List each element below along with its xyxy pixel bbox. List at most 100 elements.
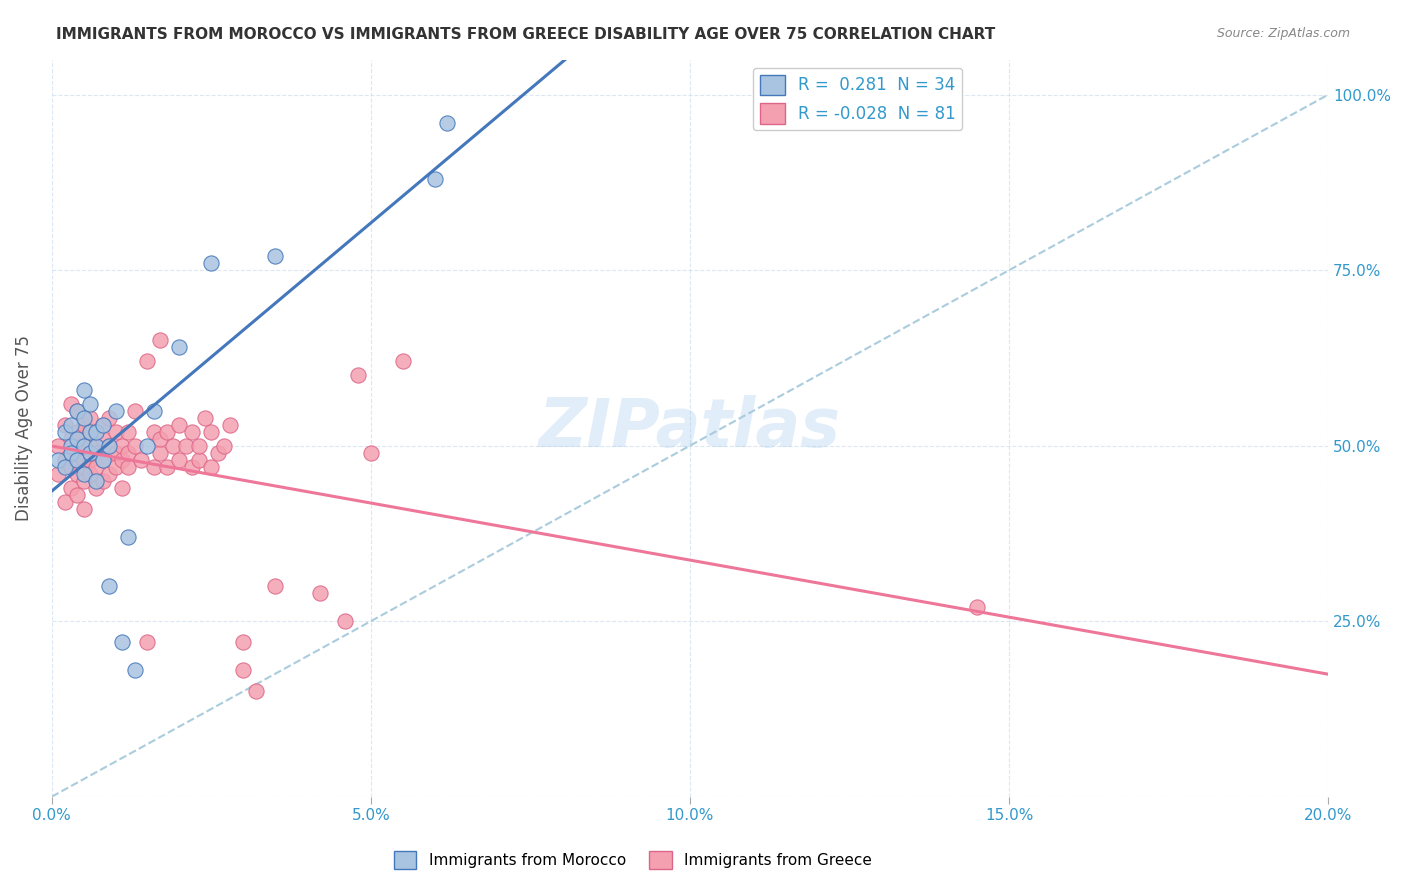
Point <box>66 403 89 417</box>
Point <box>136 439 159 453</box>
Point <box>73 474 96 488</box>
Point <box>91 432 114 446</box>
Point <box>169 417 191 432</box>
Point <box>187 439 209 453</box>
Point <box>129 452 152 467</box>
Point <box>53 425 76 439</box>
Point <box>46 452 69 467</box>
Point <box>79 425 101 439</box>
Point <box>117 446 139 460</box>
Point <box>966 600 988 615</box>
Point <box>66 403 89 417</box>
Point <box>200 459 222 474</box>
Point <box>149 432 172 446</box>
Point <box>232 663 254 677</box>
Point <box>79 452 101 467</box>
Legend: R =  0.281  N = 34, R = -0.028  N = 81: R = 0.281 N = 34, R = -0.028 N = 81 <box>754 68 963 130</box>
Point <box>66 432 89 446</box>
Point <box>66 425 89 439</box>
Point <box>156 425 179 439</box>
Point <box>156 459 179 474</box>
Point <box>149 446 172 460</box>
Point <box>46 467 69 481</box>
Point <box>347 368 370 383</box>
Point <box>142 459 165 474</box>
Y-axis label: Disability Age Over 75: Disability Age Over 75 <box>15 335 32 521</box>
Point <box>142 403 165 417</box>
Point <box>79 410 101 425</box>
Point <box>86 425 108 439</box>
Point <box>104 446 127 460</box>
Point <box>200 425 222 439</box>
Point <box>124 403 146 417</box>
Point <box>73 452 96 467</box>
Point <box>219 417 242 432</box>
Point <box>194 410 217 425</box>
Point <box>308 586 330 600</box>
Point <box>169 452 191 467</box>
Point <box>59 439 82 453</box>
Point <box>53 459 76 474</box>
Point <box>117 530 139 544</box>
Point <box>117 459 139 474</box>
Point <box>232 635 254 649</box>
Point <box>124 663 146 677</box>
Point <box>142 425 165 439</box>
Point <box>98 579 121 593</box>
Point <box>207 446 229 460</box>
Point <box>181 425 204 439</box>
Point <box>73 467 96 481</box>
Point <box>46 439 69 453</box>
Point <box>391 354 413 368</box>
Point <box>79 439 101 453</box>
Point <box>59 432 82 446</box>
Point <box>59 417 82 432</box>
Point <box>98 467 121 481</box>
Point <box>187 452 209 467</box>
Point <box>104 403 127 417</box>
Point <box>73 439 96 453</box>
Point <box>91 452 114 467</box>
Point <box>53 417 76 432</box>
Point <box>59 459 82 474</box>
Point <box>86 481 108 495</box>
Point <box>79 467 101 481</box>
Point <box>91 417 114 432</box>
Point <box>136 635 159 649</box>
Point <box>360 446 382 460</box>
Text: Source: ZipAtlas.com: Source: ZipAtlas.com <box>1216 27 1350 40</box>
Point <box>86 459 108 474</box>
Point <box>111 481 134 495</box>
Point <box>181 459 204 474</box>
Point <box>73 459 96 474</box>
Point <box>98 439 121 453</box>
Point <box>86 474 108 488</box>
Point <box>79 425 101 439</box>
Point <box>73 439 96 453</box>
Point <box>98 410 121 425</box>
Point <box>86 439 108 453</box>
Point <box>162 439 184 453</box>
Point <box>264 579 287 593</box>
Point <box>423 172 446 186</box>
Point <box>117 425 139 439</box>
Point <box>59 446 82 460</box>
Point <box>73 383 96 397</box>
Point <box>53 452 76 467</box>
Point <box>66 488 89 502</box>
Point <box>86 425 108 439</box>
Point <box>111 635 134 649</box>
Text: ZIPatlas: ZIPatlas <box>538 395 841 461</box>
Point <box>59 396 82 410</box>
Legend: Immigrants from Morocco, Immigrants from Greece: Immigrants from Morocco, Immigrants from… <box>388 845 877 875</box>
Point <box>111 439 134 453</box>
Point <box>104 425 127 439</box>
Point <box>149 334 172 348</box>
Point <box>264 249 287 263</box>
Point <box>169 340 191 354</box>
Point <box>104 459 127 474</box>
Point <box>436 116 458 130</box>
Point <box>73 410 96 425</box>
Point <box>66 446 89 460</box>
Text: IMMIGRANTS FROM MOROCCO VS IMMIGRANTS FROM GREECE DISABILITY AGE OVER 75 CORRELA: IMMIGRANTS FROM MOROCCO VS IMMIGRANTS FR… <box>56 27 995 42</box>
